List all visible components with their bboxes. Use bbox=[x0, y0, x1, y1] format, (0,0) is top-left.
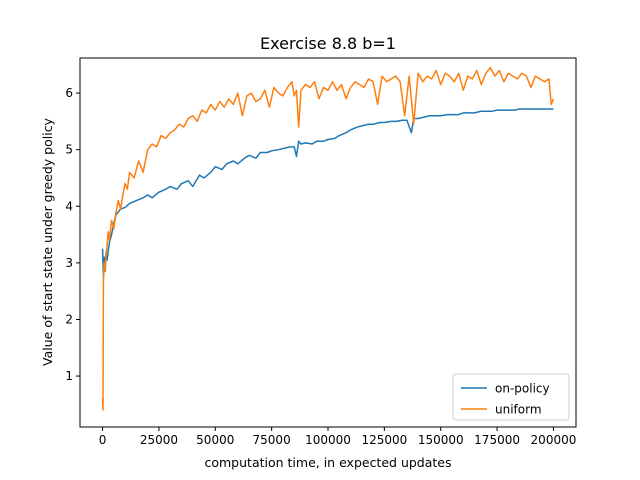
y-axis: 1 2 3 4 5 6 bbox=[65, 86, 80, 383]
y-tick-label: 5 bbox=[65, 143, 73, 157]
x-tick-label: 0 bbox=[99, 433, 107, 447]
y-tick-label: 6 bbox=[65, 86, 73, 100]
x-tick-label: 100000 bbox=[305, 433, 351, 447]
x-tick-label: 175000 bbox=[474, 433, 520, 447]
plot-area bbox=[101, 66, 555, 411]
series-line-1 bbox=[101, 66, 555, 411]
y-tick-label: 4 bbox=[65, 199, 73, 213]
x-tick-label: 25000 bbox=[140, 433, 178, 447]
x-axis: 0 25000 50000 75000 100000 125000 150000 175000… bbox=[99, 427, 577, 447]
legend-label-0: on-policy bbox=[495, 382, 550, 396]
x-tick-label: 75000 bbox=[253, 433, 291, 447]
x-tick-label: 200000 bbox=[531, 433, 577, 447]
legend-label-1: uniform bbox=[495, 403, 542, 417]
x-axis-label: computation time, in expected updates bbox=[204, 455, 451, 470]
x-tick-label: 125000 bbox=[361, 433, 407, 447]
series-line-0 bbox=[101, 108, 554, 278]
y-tick-label: 3 bbox=[65, 256, 73, 270]
legend: on-policy uniform bbox=[452, 373, 570, 421]
y-tick-label: 1 bbox=[65, 369, 73, 383]
x-tick-label: 150000 bbox=[418, 433, 464, 447]
y-tick-label: 2 bbox=[65, 312, 73, 326]
x-tick-label: 50000 bbox=[196, 433, 234, 447]
y-axis-label: Value of start state under greedy policy bbox=[40, 117, 55, 366]
chart-title: Exercise 8.8 b=1 bbox=[260, 34, 396, 53]
